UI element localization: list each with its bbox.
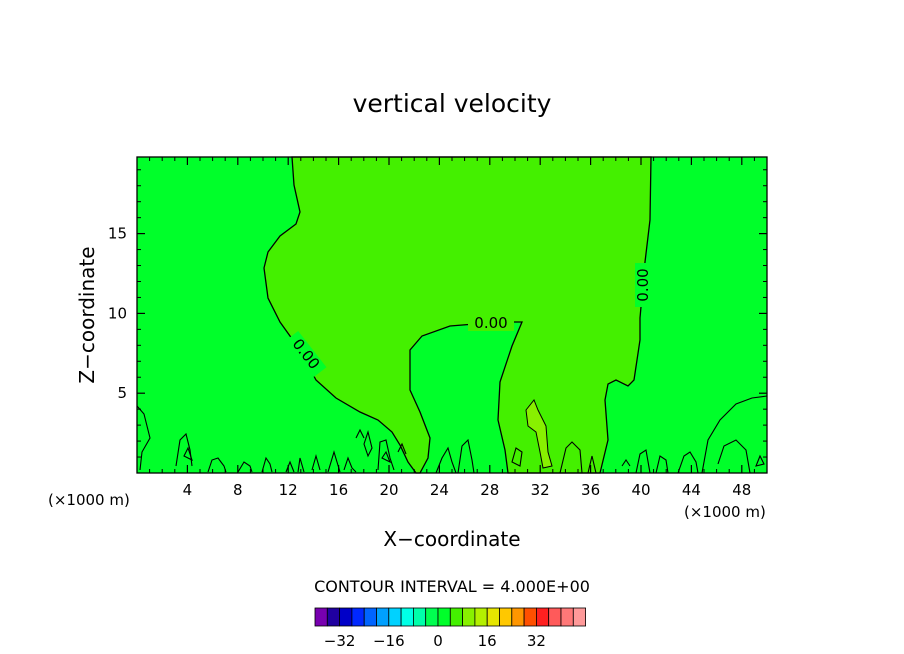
colorbar-swatch [314,607,328,627]
plot-area: 0.00 0.00 0.00 [136,156,768,474]
x-axis-label: X−coordinate [383,527,520,551]
contour-cell [285,460,295,473]
chart-title: vertical velocity [353,89,552,118]
contour-left-edge [136,405,151,471]
x-tick-label: 16 [329,481,348,499]
colorbar-swatch [388,607,402,627]
colorbar-tick-label: −16 [373,632,405,650]
contour-cell [655,455,669,474]
contour-cell [755,454,765,467]
contour-label-bg [635,263,651,307]
updraft-core [525,399,553,469]
colorbar-swatch [548,607,562,627]
contour-cell [297,457,305,473]
contour-cell [435,446,457,474]
contour-cell [397,442,407,455]
colorbar-tick-labels: −32 −16 0 16 32 [324,632,546,650]
colorbar-swatch [376,607,390,627]
colorbar-tick-label: 0 [433,632,443,650]
colorbar-swatch [560,607,574,627]
x-tick-label: 28 [480,481,499,499]
contour-cell [363,430,373,458]
contour-cell [511,447,523,467]
y-tick-label: 5 [117,384,127,402]
colorbar-swatch [339,607,353,627]
colorbar-swatch [523,607,537,627]
y-tick-label: 15 [108,225,127,243]
x-unit-right: (×1000 m) [684,503,766,521]
colorbar-swatch [437,607,451,627]
x-tick-label: 36 [581,481,600,499]
x-tick-label: 40 [631,481,650,499]
colorbar-swatch [486,607,500,627]
colorbar [314,607,586,627]
contour-cell [457,438,475,474]
contour-cell [377,439,395,471]
contour-cell [261,456,273,473]
colorbar-swatch [536,607,550,627]
contour-cell [635,449,651,474]
contour-cell [559,441,583,474]
colorbar-tick-label: 16 [478,632,497,650]
x-tick-label: 12 [279,481,298,499]
contour-label: 0.00 [474,314,507,332]
contour-cell [677,451,699,474]
x-tick-label: 24 [430,481,449,499]
contour-cell [381,450,392,464]
colorbar-swatch [462,607,476,627]
x-tick-label: 4 [183,481,193,499]
y-axis-label: Z−coordinate [75,246,99,383]
colorbar-tick-label: −32 [324,632,356,650]
colorbar-swatch [351,607,365,627]
contour-label-bg [468,315,514,331]
contour-cell [355,428,365,439]
contour-cell [183,446,193,462]
y-tick-labels: 5 10 15 [108,225,127,403]
colorbar-swatch [326,607,340,627]
colorbar-swatch [449,607,463,627]
x-tick-label: 48 [732,481,751,499]
contour-label: 0.00 [634,268,652,301]
colorbar-tick-label: 32 [527,632,546,650]
contour-cell [701,395,768,474]
contour-cell [237,461,253,473]
contour-cell [621,459,631,467]
contour-cell [717,439,751,474]
x-tick-label: 8 [233,481,243,499]
x-tick-label: 44 [682,481,701,499]
x-tick-labels: 4 8 12 16 20 24 28 32 36 40 44 48 [183,481,752,499]
colorbar-swatch [499,607,513,627]
colorbar-swatch [474,607,488,627]
contour-cell [587,455,597,474]
colorbar-swatch [412,607,427,627]
colorbar-swatch [400,607,414,627]
contour-cell [343,456,357,473]
colorbar-swatch [572,607,586,627]
x-tick-label: 20 [379,481,398,499]
colorbar-swatch [425,607,439,627]
colorbar-swatch [511,607,525,627]
contour-label-bg [285,330,327,378]
colorbar-swatch [363,607,377,627]
y-tick-label: 10 [108,304,127,322]
x-unit-left: (×1000 m) [48,491,130,509]
contour-cell [207,457,227,473]
x-tick-label: 32 [531,481,550,499]
contour-cell [311,453,321,471]
contour-interval: CONTOUR INTERVAL = 4.000E+00 [314,577,590,596]
updraft-region [263,156,652,474]
ticks [137,157,767,473]
